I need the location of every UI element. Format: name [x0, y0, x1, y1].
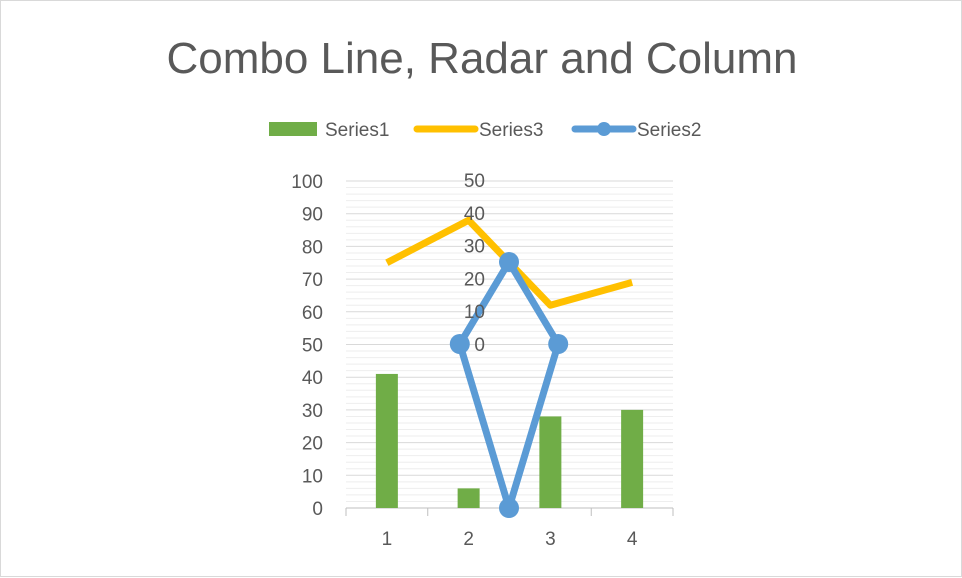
x-tick-label: 1	[382, 529, 393, 550]
series2-radar-marker	[499, 498, 519, 518]
radar-axis-ticks: 0 10 20 30 40 50	[464, 171, 485, 356]
radar-tick-label: 50	[464, 171, 485, 192]
radar-tick-label: 10	[464, 302, 485, 323]
y-axis-ticks: 0 10 20 30 40 50 60 70 80 90 100	[291, 172, 323, 520]
y-tick-label: 30	[302, 401, 323, 422]
series1-bar	[539, 416, 562, 508]
y-tick-label: 50	[302, 336, 323, 357]
radar-tick-label: 30	[464, 237, 485, 258]
legend: Series1 Series3 Series2	[269, 120, 701, 141]
legend-marker	[597, 122, 611, 136]
y-tick-label: 80	[302, 237, 323, 258]
series1-columns	[375, 373, 644, 508]
x-tick-label: 2	[463, 529, 474, 550]
radar-tick-label: 20	[464, 269, 485, 290]
legend-label-series1: Series1	[325, 120, 389, 141]
series2-radar-marker	[548, 334, 569, 354]
y-tick-label: 90	[302, 205, 323, 226]
y-tick-label: 100	[291, 172, 323, 193]
y-tick-label: 40	[302, 368, 323, 389]
y-tick-label: 20	[302, 434, 323, 455]
y-tick-label: 70	[302, 270, 323, 291]
radar-tick-label: 0	[474, 335, 485, 356]
chart-title: Combo Line, Radar and Column	[166, 34, 797, 83]
legend-label-series2: Series2	[637, 120, 701, 141]
radar-tick-label: 40	[464, 204, 485, 225]
x-tick-label: 3	[545, 529, 556, 550]
legend-label-series3: Series3	[479, 120, 543, 141]
gridlines	[346, 180, 673, 502]
x-tick-label: 4	[627, 529, 638, 550]
series1-bar	[375, 373, 398, 508]
y-tick-label: 60	[302, 303, 323, 324]
y-tick-label: 0	[312, 499, 323, 520]
series1-bar	[457, 488, 480, 508]
y-tick-label: 10	[302, 466, 323, 487]
series2-radar	[449, 252, 569, 518]
series1-bar	[621, 409, 644, 508]
series2-radar-marker	[499, 252, 519, 272]
legend-swatch-series1	[269, 122, 317, 136]
series2-radar-marker	[449, 334, 470, 354]
